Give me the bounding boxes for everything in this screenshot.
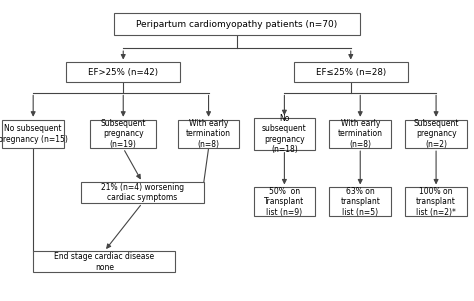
Text: 21% (n=4) worsening
cardiac symptoms: 21% (n=4) worsening cardiac symptoms [100,183,184,202]
FancyBboxPatch shape [405,119,467,148]
Text: EF≤25% (n=28): EF≤25% (n=28) [316,68,386,77]
Text: 63% on
transplant
list (n=5): 63% on transplant list (n=5) [340,187,380,217]
FancyBboxPatch shape [405,187,467,216]
Text: Subsequent
pregnancy
(n=19): Subsequent pregnancy (n=19) [100,119,146,149]
FancyBboxPatch shape [2,119,64,148]
FancyBboxPatch shape [90,119,156,148]
Text: No
subsequent
pregnancy
(n=18): No subsequent pregnancy (n=18) [262,114,307,154]
Text: EF>25% (n=42): EF>25% (n=42) [88,68,158,77]
Text: 50%  on
Transplant
list (n=9): 50% on Transplant list (n=9) [264,187,304,217]
Text: No subsequent
pregnancy (n=15): No subsequent pregnancy (n=15) [0,124,68,144]
FancyBboxPatch shape [178,119,239,148]
FancyBboxPatch shape [254,118,315,150]
FancyBboxPatch shape [294,63,408,82]
FancyBboxPatch shape [66,63,180,82]
Text: 100% on
transplant
list (n=2)*: 100% on transplant list (n=2)* [416,187,456,217]
FancyBboxPatch shape [114,13,360,36]
Text: Peripartum cardiomyopathy patients (n=70): Peripartum cardiomyopathy patients (n=70… [137,20,337,29]
FancyBboxPatch shape [33,251,175,272]
FancyBboxPatch shape [81,182,204,203]
FancyBboxPatch shape [329,119,391,148]
Text: Subsequent
pregnancy
(n=2): Subsequent pregnancy (n=2) [413,119,459,149]
Text: With early
termination
(n=8): With early termination (n=8) [338,119,383,149]
Text: With early
termination
(n=8): With early termination (n=8) [186,119,231,149]
FancyBboxPatch shape [254,187,315,216]
Text: End stage cardiac disease
none: End stage cardiac disease none [54,252,155,272]
FancyBboxPatch shape [329,187,391,216]
